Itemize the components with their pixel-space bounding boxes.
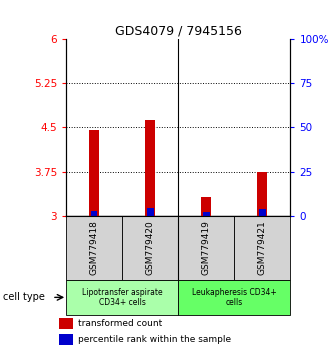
Text: GSM779420: GSM779420 (146, 221, 155, 275)
Text: GSM779421: GSM779421 (258, 221, 267, 275)
Text: Leukapheresis CD34+
cells: Leukapheresis CD34+ cells (192, 288, 277, 307)
Bar (234, 216, 290, 280)
Bar (257, 172, 267, 216)
Text: Lipotransfer aspirate
CD34+ cells: Lipotransfer aspirate CD34+ cells (82, 288, 162, 307)
Bar (145, 120, 155, 216)
Bar (178, 280, 290, 315)
Bar (66, 280, 178, 315)
Bar (89, 130, 99, 216)
Bar (66, 216, 122, 280)
Bar (59, 334, 73, 346)
Bar (178, 216, 234, 280)
Bar (259, 210, 266, 216)
Text: GSM779418: GSM779418 (89, 220, 99, 275)
Bar (147, 208, 153, 216)
Bar (203, 212, 210, 216)
Bar (122, 216, 178, 280)
Text: GSM779419: GSM779419 (202, 220, 211, 275)
Title: GDS4079 / 7945156: GDS4079 / 7945156 (115, 25, 242, 38)
Text: percentile rank within the sample: percentile rank within the sample (78, 335, 231, 344)
Bar (91, 211, 97, 216)
Bar (201, 197, 211, 216)
Bar (59, 318, 73, 329)
Text: transformed count: transformed count (78, 319, 162, 329)
Text: cell type: cell type (3, 292, 45, 302)
